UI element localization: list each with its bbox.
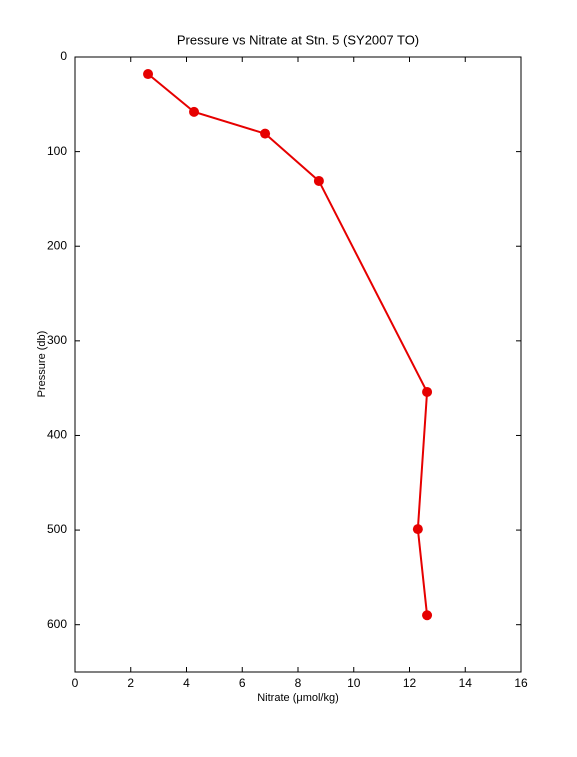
data-point	[412, 524, 423, 535]
y-tick-label: 400	[47, 428, 67, 442]
data-point	[422, 386, 433, 397]
y-tick-label: 0	[60, 49, 67, 63]
x-tick-label: 0	[72, 676, 79, 690]
x-tick-label: 12	[403, 676, 417, 690]
x-tick-label: 8	[295, 676, 302, 690]
data-point	[189, 106, 200, 117]
y-tick-label: 500	[47, 522, 67, 536]
y-tick-label: 600	[47, 617, 67, 631]
x-tick-label: 10	[347, 676, 361, 690]
data-point	[422, 610, 433, 621]
data-point	[143, 69, 154, 80]
plot-frame	[74, 56, 522, 673]
x-tick-label: 2	[127, 676, 134, 690]
y-axis-label: Pressure (db)	[36, 331, 48, 398]
x-tick-label: 16	[514, 676, 528, 690]
chart-title: Pressure vs Nitrate at Stn. 5 (SY2007 TO…	[177, 32, 419, 47]
y-tick-label: 300	[47, 333, 67, 347]
data-point	[313, 175, 324, 186]
data-point	[260, 128, 271, 139]
x-tick-label: 6	[239, 676, 246, 690]
y-tick-label: 100	[47, 144, 67, 158]
y-tick-label: 200	[47, 238, 67, 252]
x-axis-label: Nitrate (μmol/kg)	[257, 692, 339, 704]
x-tick-label: 14	[459, 676, 473, 690]
x-tick-label: 4	[183, 676, 190, 690]
